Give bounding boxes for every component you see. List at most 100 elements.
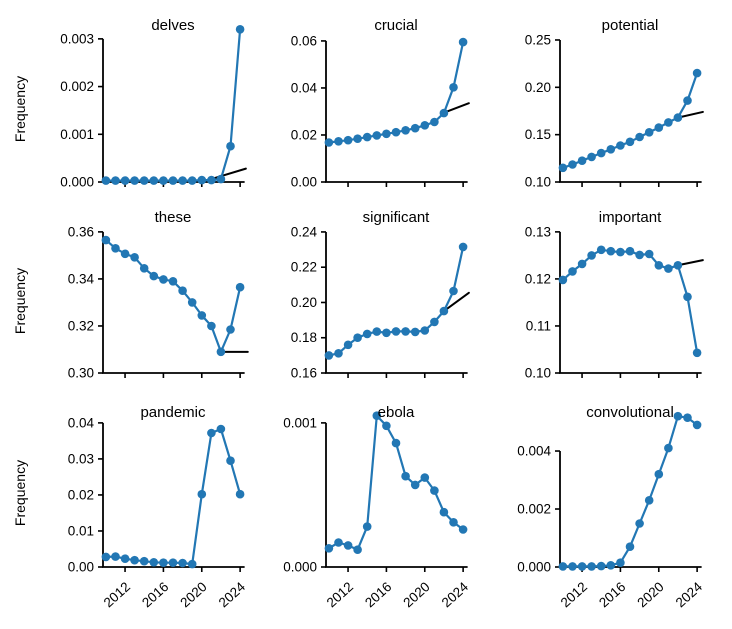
data-point — [391, 438, 401, 448]
data-point — [635, 250, 644, 260]
data-point — [372, 131, 382, 140]
y-tick-label: 0.15 — [525, 127, 551, 142]
data-point — [168, 176, 178, 185]
x-tick-label: 2020 — [634, 579, 666, 610]
data-point — [159, 558, 168, 567]
data-point — [625, 542, 635, 551]
data-point — [382, 421, 391, 431]
data-point — [120, 176, 130, 185]
x-tick-label: 2024 — [439, 579, 472, 611]
y-tick-label: 0.000 — [60, 175, 94, 190]
y-tick-label: 0.11 — [526, 318, 551, 333]
data-point — [568, 267, 577, 276]
data-point — [635, 519, 644, 528]
data-point — [449, 83, 458, 92]
data-point — [207, 175, 216, 185]
plot-title: important — [599, 209, 662, 226]
data-point — [178, 558, 187, 568]
data-point — [587, 152, 596, 162]
x-tick-label: 2024 — [673, 579, 706, 611]
trend-line — [442, 291, 470, 313]
x-tick-label: 2020 — [177, 579, 209, 610]
data-point — [654, 123, 664, 132]
data-point — [587, 562, 596, 571]
data-point — [334, 538, 343, 547]
data-point — [178, 286, 187, 295]
x-axis — [325, 181, 468, 187]
data-point — [664, 443, 673, 453]
x-tick-label: 2012 — [324, 579, 356, 610]
plot-title: delves — [151, 17, 194, 34]
x-axis — [559, 372, 702, 378]
data-point — [353, 333, 362, 342]
data-point — [235, 282, 245, 292]
y-tick-label: 0.03 — [68, 451, 94, 466]
data-point — [558, 275, 568, 285]
data-point — [130, 176, 139, 185]
y-tick-label: 0.25 — [525, 32, 551, 47]
y-tick-label: 0.02 — [68, 487, 94, 502]
data-point — [324, 351, 334, 360]
data-point — [343, 135, 353, 145]
data-point — [587, 251, 596, 260]
data-point — [235, 25, 245, 34]
data-point — [606, 145, 616, 154]
y-tick-label: 0.18 — [291, 330, 317, 345]
data-point — [101, 235, 111, 245]
data-point — [439, 108, 449, 118]
y-axis: 0.30 0.32 0.34 0.36 — [68, 224, 104, 381]
data-point — [430, 317, 439, 327]
x-tick-label: 2012 — [101, 579, 133, 610]
data-point — [362, 329, 372, 339]
data-point — [187, 559, 197, 569]
data-point — [382, 129, 391, 139]
data-point — [673, 411, 683, 421]
data-point — [449, 286, 458, 296]
data-point — [226, 325, 235, 334]
data-point — [226, 456, 235, 465]
data-point — [187, 298, 197, 307]
data-point — [673, 261, 683, 270]
data-point — [216, 424, 226, 434]
data-point — [683, 96, 692, 105]
trend-line — [442, 102, 470, 114]
x-tick-label: 2016 — [362, 579, 394, 610]
plot-title: ebola — [378, 404, 415, 421]
data-point — [673, 113, 683, 122]
subplot-these: 0.30 0.32 0.34 0.36 these — [68, 209, 249, 381]
data-point — [207, 321, 216, 331]
data-point — [420, 473, 430, 482]
data-point — [458, 242, 468, 252]
data-point — [420, 326, 430, 335]
data-point — [625, 246, 635, 256]
data-point — [596, 245, 606, 255]
data-point — [458, 37, 468, 47]
data-point — [334, 137, 343, 146]
data-point — [197, 489, 207, 499]
data-point — [235, 489, 245, 499]
data-point — [343, 541, 353, 550]
data-point — [178, 176, 187, 185]
data-point — [692, 348, 702, 358]
data-point — [439, 507, 449, 517]
data-point — [149, 176, 159, 185]
data-point — [449, 518, 458, 527]
x-tick-label: 2016 — [596, 579, 628, 610]
data-point — [568, 562, 577, 571]
data-series-significant — [324, 242, 468, 360]
y-axis: 0.000 0.001 — [283, 415, 327, 575]
plot-title: significant — [363, 209, 431, 226]
data-point — [558, 163, 568, 173]
data-series-convolutional — [558, 411, 702, 571]
data-point — [692, 68, 702, 78]
plot-title: crucial — [374, 17, 417, 34]
data-point — [683, 292, 692, 302]
subplot-delves: 0.000 0.001 0.002 0.003 delves — [60, 17, 247, 190]
y-tick-label: 0.24 — [291, 224, 318, 239]
y-axis: 0.10 0.11 0.12 0.13 — [525, 224, 561, 381]
data-point — [568, 160, 577, 169]
y-axis: 0.16 0.18 0.20 0.22 0.24 — [291, 224, 327, 381]
x-axis — [325, 372, 468, 378]
data-point — [458, 525, 468, 534]
